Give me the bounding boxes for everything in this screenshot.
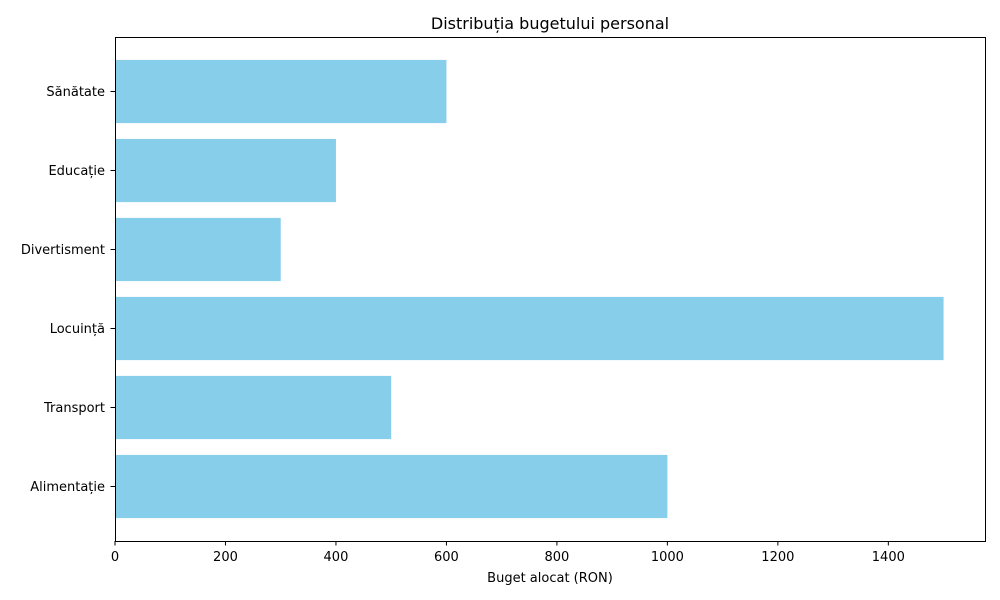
x-tick-label: 1000: [651, 550, 684, 565]
plot-frame: [115, 37, 986, 542]
x-tick-label: 0: [111, 550, 119, 565]
chart-title: Distribuția bugetului personal: [431, 14, 669, 33]
bar-5: [115, 59, 447, 124]
x-axis-ticks: 0 200 400 600 800 1000 1200 1400: [111, 541, 905, 565]
bar-3: [115, 217, 281, 282]
bar-2: [115, 296, 944, 361]
x-tick-label: 800: [544, 550, 569, 565]
y-tick-label: Locuință: [50, 322, 105, 337]
y-tick-label: Transport: [43, 401, 105, 416]
x-tick-label: 1200: [761, 550, 794, 565]
y-axis-ticks: Alimentație Transport Locuință Divertisment…: [21, 85, 115, 495]
bars-group: [115, 59, 944, 519]
y-tick-label: Alimentație: [30, 480, 105, 495]
x-axis-label: Buget alocat (RON): [487, 571, 613, 586]
x-tick-label: 600: [434, 550, 459, 565]
x-tick-label: 1400: [872, 550, 905, 565]
y-tick-label: Sănătate: [46, 85, 105, 100]
bar-0: [115, 454, 668, 519]
x-tick-label: 200: [213, 550, 238, 565]
bar-4: [115, 138, 336, 203]
y-tick-label: Educație: [48, 164, 105, 179]
y-tick-label: Divertisment: [21, 243, 105, 258]
x-tick-label: 400: [324, 550, 349, 565]
bar-1: [115, 375, 392, 440]
